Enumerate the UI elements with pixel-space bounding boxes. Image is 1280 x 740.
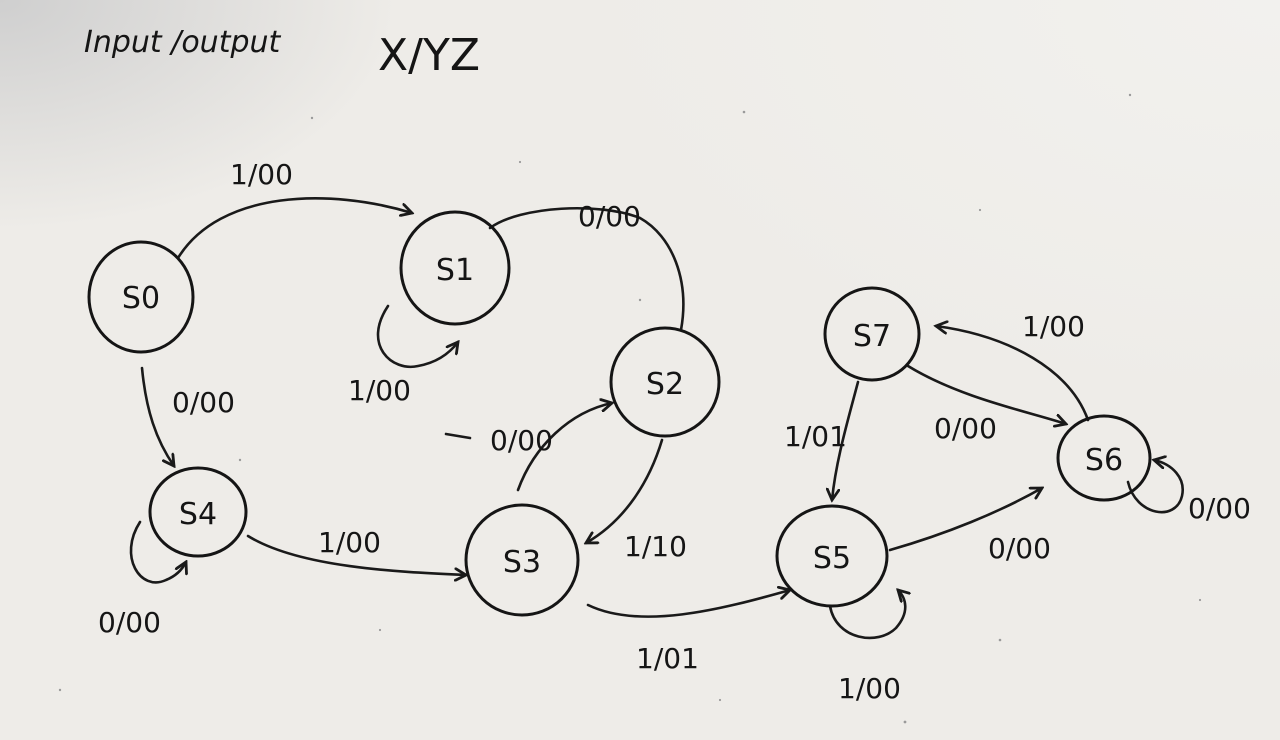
stray-mark — [446, 434, 470, 438]
title-format: X/YZ — [378, 30, 480, 81]
label-s1-s1: 1/00 — [348, 374, 411, 407]
state-s1-label: S1 — [436, 253, 474, 288]
label-s6-s6: 0/00 — [1188, 492, 1251, 525]
state-s7-label: S7 — [853, 319, 891, 354]
state-s5-label: S5 — [813, 541, 851, 576]
edge-s0-s4 — [142, 368, 174, 466]
state-s6: S6 — [1058, 416, 1150, 500]
state-s2: S2 — [611, 328, 719, 436]
edge-s5-s5 — [830, 590, 905, 638]
label-s6-s7: 1/00 — [1022, 310, 1085, 343]
state-s2-label: S2 — [646, 367, 684, 402]
state-s7: S7 — [825, 288, 919, 380]
edge-s0-s1 — [178, 198, 412, 258]
transition-labels: 1/00 0/00 1/00 0/00 0/00 1/00 0/00 1/10 … — [98, 158, 1251, 705]
diagram-title: Input /output X/YZ — [84, 25, 480, 81]
state-s3: S3 — [466, 505, 578, 615]
state-s4-label: S4 — [179, 497, 217, 532]
transition-edges — [131, 198, 1183, 638]
label-s4-s3: 1/00 — [318, 526, 381, 559]
state-s5: S5 — [777, 506, 887, 606]
state-s3-label: S3 — [503, 545, 541, 580]
state-s1: S1 — [401, 212, 509, 324]
state-s4: S4 — [150, 468, 246, 556]
label-s7-s5: 1/01 — [784, 420, 847, 453]
label-s0-s4: 0/00 — [172, 386, 235, 419]
label-s4-s4: 0/00 — [98, 606, 161, 639]
label-s2-s3: 1/10 — [624, 530, 687, 563]
state-s0-label: S0 — [122, 281, 160, 316]
label-s1-s2: 0/00 — [578, 200, 641, 233]
label-s5-s5: 1/00 — [838, 672, 901, 705]
label-s0-s1: 1/00 — [230, 158, 293, 191]
label-s5-s6: 0/00 — [988, 532, 1051, 565]
label-s3-s2: 0/00 — [490, 424, 553, 457]
edge-s3-s5 — [588, 590, 790, 617]
state-s6-label: S6 — [1085, 443, 1123, 478]
label-s3-s5: 1/01 — [636, 642, 699, 675]
state-s0: S0 — [89, 242, 193, 352]
label-s7-s6: 0/00 — [934, 412, 997, 445]
edge-s2-s3 — [586, 440, 662, 543]
edge-s1-s1 — [378, 306, 458, 367]
title-prefix: Input /output — [84, 25, 282, 60]
